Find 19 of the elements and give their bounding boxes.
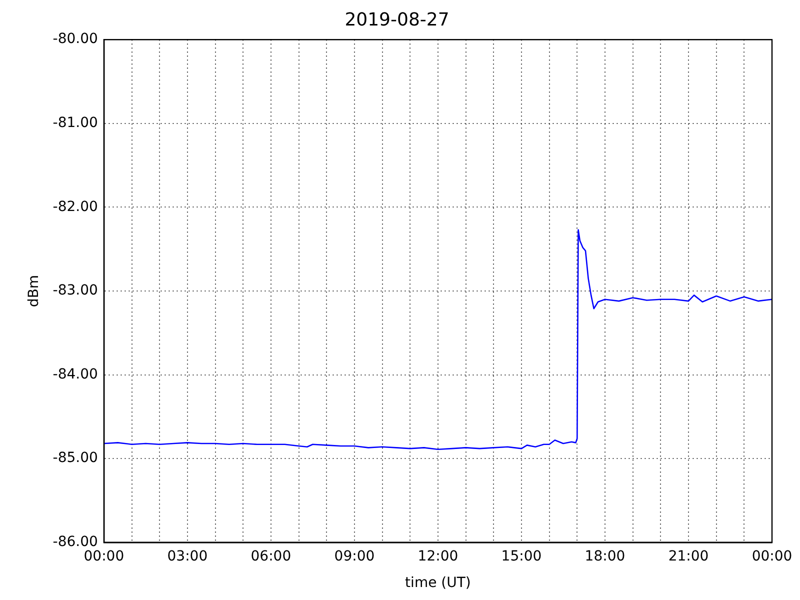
y-tick-label: -80.00 [52, 31, 98, 48]
x-tick-label: 15:00 [501, 548, 542, 564]
y-axis-title: dBm [26, 274, 42, 308]
x-tick-label: 03:00 [167, 548, 208, 564]
x-tick-label: 00:00 [84, 548, 124, 564]
x-tick-label: 18:00 [584, 548, 626, 564]
y-tick-label: -85.00 [52, 450, 98, 466]
y-tick-label: -84.00 [52, 366, 98, 382]
x-tick-label: 09:00 [334, 548, 375, 564]
y-tick-label: -86.00 [52, 534, 98, 550]
y-tick-label: -83.00 [52, 282, 98, 299]
x-axis-title: time (UT) [405, 575, 471, 592]
chart-title: 2019-08-27 [344, 9, 450, 30]
x-tick-label: 06:00 [250, 548, 292, 564]
x-tick-label: 00:00 [752, 548, 792, 564]
y-tick-label: -81.00 [52, 115, 98, 132]
x-tick-label: 12:00 [418, 548, 458, 564]
x-tick-label: 21:00 [668, 548, 709, 564]
y-tick-label: -82.00 [52, 198, 98, 215]
